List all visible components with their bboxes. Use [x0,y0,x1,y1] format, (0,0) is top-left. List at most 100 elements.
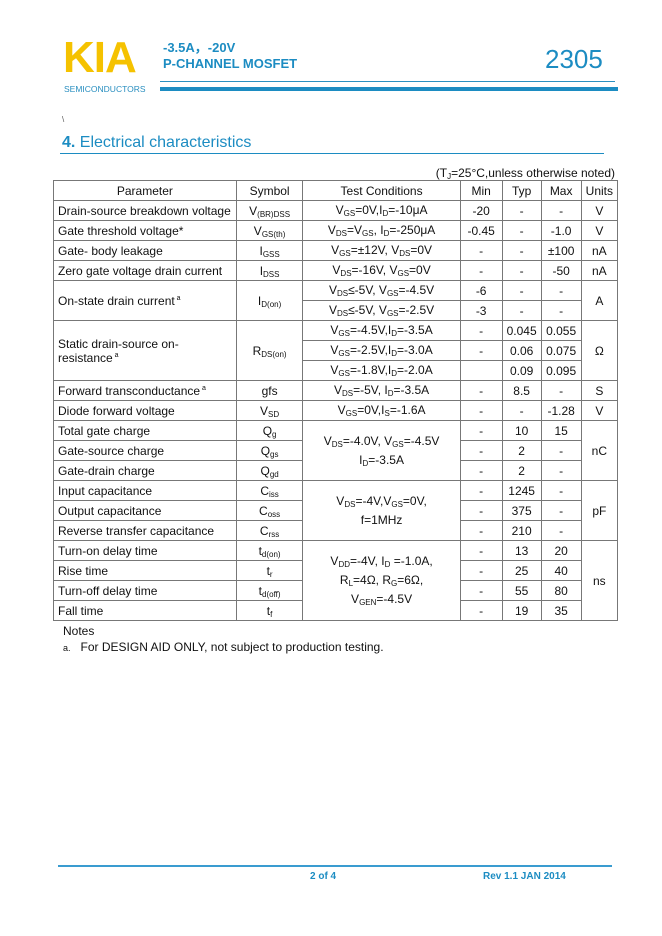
table-section: (TJ=25°C,unless otherwise noted) Paramet… [53,166,619,655]
min-cell: - [459,260,503,281]
text-segment: =0V [409,263,431,277]
max-cell: - [540,520,582,541]
subscript: D [383,229,390,238]
parameter-cell: Gate- body leakage [53,240,237,261]
page-number: 2 of 4 [310,871,337,882]
section-underline [60,153,604,154]
logo-subtitle: SEMICONDUCTORS [64,84,146,94]
max-cell: 40 [540,560,582,581]
symbol-cell: RDS(on) [235,320,304,381]
subscript: iss [269,489,279,499]
text-segment: =-4.5V [398,283,435,297]
text-segment: I [259,263,264,278]
min-cell: - [459,480,503,501]
subscript: GS [338,349,350,358]
units-cell: Ω [580,320,619,381]
text-segment: V [332,263,341,277]
table-row: On-state drain current a ID(on) VDS≤-5V, V… [53,280,619,321]
text-segment: V [331,243,340,257]
notes-title: Notes [63,624,95,638]
min-cell: -6 [459,280,503,301]
test-conditions-cell: VGS=-1.8V,ID=-2.0A [302,360,461,381]
footnote-ref: a [174,294,181,302]
text-segment: =-3.5A [368,452,404,467]
header-divider-thin [160,81,615,82]
kia-logo: KIA [63,33,137,82]
text-segment: C [259,503,268,518]
subscript: D(on) [261,299,282,309]
symbol-cell: Ciss [235,480,304,501]
parameter-cell: Input capacitance [53,480,237,501]
subscript: D [391,369,398,378]
test-conditions-cell: VGS=0V,ID=-10μA [302,200,461,221]
max-cell: - [540,460,582,481]
symbol-cell: td(off) [235,580,304,601]
text-segment: =-4V,V [355,493,392,508]
min-cell: - [459,500,503,521]
test-conditions-cell: VDD=-4V, ID =-1.0A, RL=4Ω, RG=6Ω, VGEN=-… [302,540,461,621]
test-conditions-cell: VGS=0V,IS=-1.6A [302,400,461,421]
text-segment: =-4.0V, V [342,433,393,448]
table-row: Input capacitance Ciss VDS=-4V,VGS=0V, f=1… [53,480,619,541]
subscript: DS [336,289,349,298]
subscript: GS [391,499,403,509]
table-row: VGS=-1.8V,ID=-2.0A 0.09 0.095 [54,360,618,381]
typ-cell: 0.09 [501,360,542,381]
table-row: Fall time tf -19 35 [53,600,618,621]
symbol-cell: IDSS [235,260,304,281]
min-cell: - [459,380,503,401]
test-conditions-cell: VGS=-2.5V,ID=-3.0A [302,340,461,361]
text-segment: =±12V, V [350,243,400,257]
text-segment: I [257,293,262,308]
subscript: DD [338,560,350,569]
subscript: GS [343,209,356,218]
text-segment: =-2.5V [398,303,435,317]
units-cell: S [580,380,619,401]
condition-note: (TJ=25°C,unless otherwise noted) [53,166,618,181]
footnote-ref: a [200,384,206,392]
text-segment: V [260,403,269,418]
symbol-cell: Qg [235,420,304,441]
parameter-cell: Diode forward voltage [53,400,237,421]
typ-cell: - [501,220,542,241]
test-conditions-cell: VDS=-16V, VGS=0V [302,260,461,281]
parameter-cell: Reverse transfer capacitance [53,520,237,541]
text-segment: =0V, f=1MHz [360,493,427,527]
typ-cell: - [501,260,542,281]
min-cell: - [459,600,503,621]
text-segment: Q [260,463,270,478]
text-segment: V [337,403,346,417]
symbol-cell: gfs [235,380,304,401]
typ-cell: 19 [501,600,542,621]
text-segment: ≤-5V, V [348,303,387,317]
text-segment: =-3.5A [397,323,433,337]
typ-cell: - [501,400,542,421]
max-cell: - [540,440,582,461]
subscript: g [272,429,277,439]
text-segment: =0V [410,243,433,257]
text-segment: V [336,493,345,508]
header-symbol: Symbol [235,180,304,201]
symbol-cell: Qgs [235,440,304,461]
subscript: GS [362,229,374,238]
symbol-cell: Crss [235,520,304,541]
subscript: D [382,209,389,218]
min-cell: - [459,540,503,561]
max-cell: 15 [540,420,582,441]
test-conditions-cell: VDS=VGS, ID=-250μA [302,220,461,241]
test-conditions-cell: VGS=±12V, VDS=0V [302,240,461,261]
subscript: GS [338,329,350,338]
parameter-cell: Rise time [53,560,237,581]
text-segment: V [330,554,339,568]
subscript: GEN [359,598,377,607]
subscript: GSS [262,249,280,259]
parameter-cell: Turn-off delay time [53,580,237,601]
subscript: r [269,569,273,579]
subscript: (BR)DSS [257,209,291,219]
subscript: D [391,349,398,358]
text-segment: V [253,223,262,238]
min-cell: - [459,580,503,601]
text-segment: =-1.8V,I [349,363,392,377]
text-segment: =0V,I [355,203,383,217]
symbol-cell: Coss [235,500,304,521]
